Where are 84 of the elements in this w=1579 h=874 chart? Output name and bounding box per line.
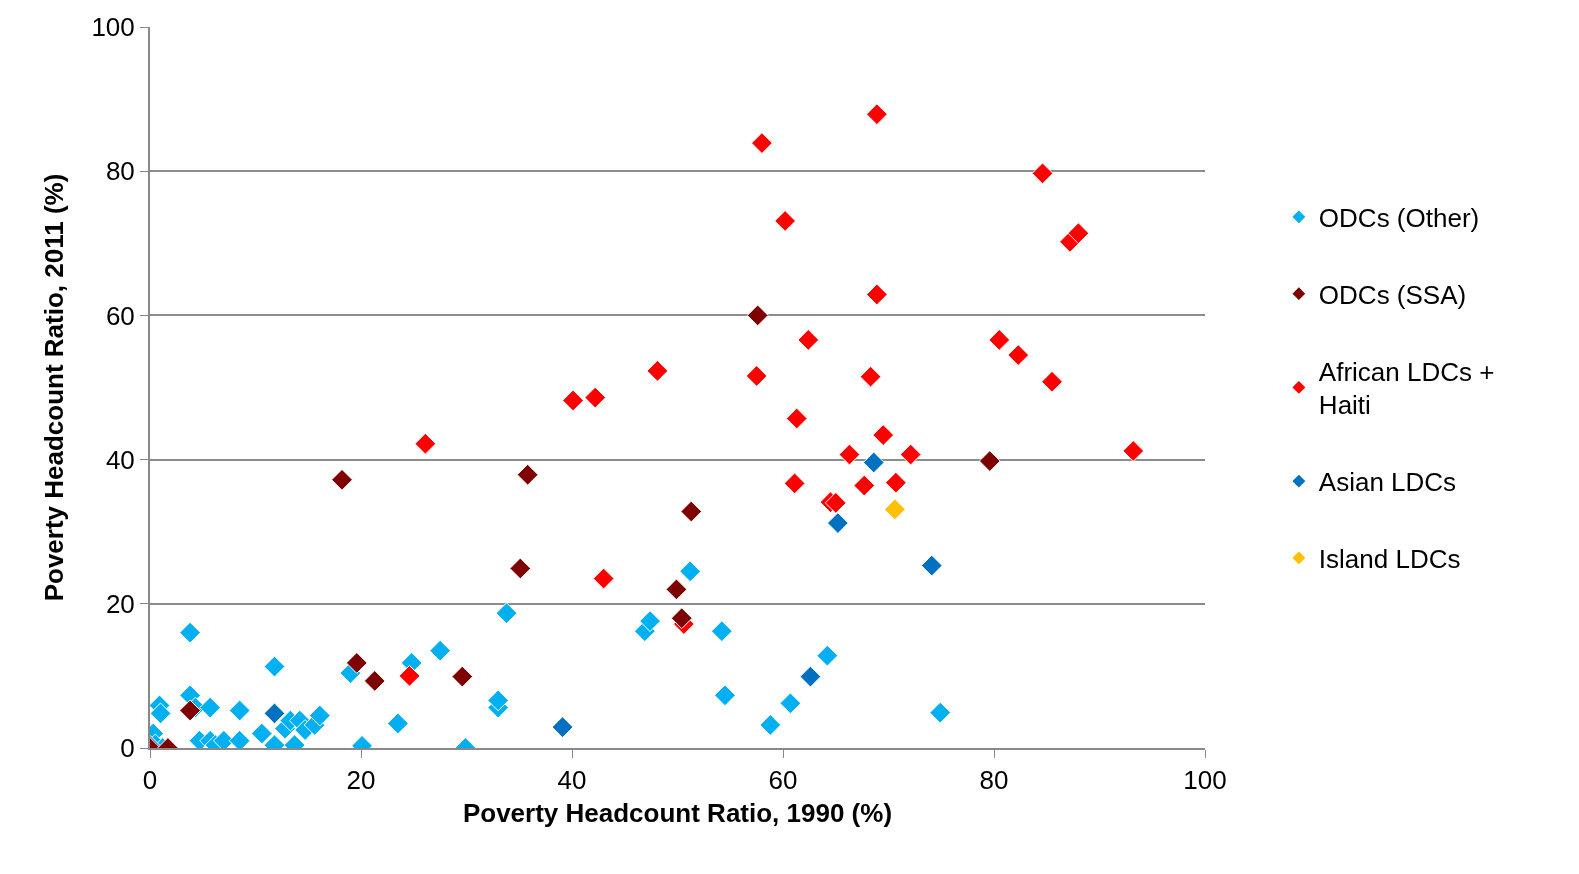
point xyxy=(1067,222,1090,245)
point xyxy=(639,610,661,632)
point xyxy=(487,689,510,712)
point xyxy=(759,714,782,736)
y-tick-label: 40 xyxy=(105,444,135,475)
point xyxy=(785,407,808,430)
point xyxy=(562,389,584,412)
x-tick-label: 0 xyxy=(142,765,158,796)
legend-label: ODCs (Other) xyxy=(1318,203,1480,234)
point xyxy=(679,560,702,583)
point xyxy=(150,702,172,725)
point xyxy=(646,360,669,382)
y-tick-label: 20 xyxy=(105,588,135,619)
point xyxy=(746,304,769,327)
y-tick-label: 0 xyxy=(120,733,135,764)
point xyxy=(228,699,251,722)
point xyxy=(929,701,952,724)
point xyxy=(670,607,693,630)
point xyxy=(872,424,895,446)
legend-label: African LDCs + Haiti xyxy=(1318,356,1495,421)
point xyxy=(1122,440,1145,462)
point xyxy=(199,696,222,719)
legend-label: ODCs (SSA) xyxy=(1318,279,1467,310)
point xyxy=(714,684,736,707)
point xyxy=(250,722,273,745)
y-tick-label: 100 xyxy=(91,12,135,43)
legend-label: Asian LDCs xyxy=(1318,467,1457,498)
point xyxy=(899,443,922,466)
point xyxy=(516,463,539,486)
y-tick-label: 60 xyxy=(105,300,135,331)
point xyxy=(665,578,688,601)
point xyxy=(551,716,574,738)
point xyxy=(826,512,849,534)
point xyxy=(1041,370,1063,393)
point xyxy=(584,386,607,409)
point xyxy=(1007,344,1030,366)
point xyxy=(883,498,906,521)
point xyxy=(988,329,1011,351)
point xyxy=(866,103,888,126)
point xyxy=(387,712,409,735)
x-axis-title: Poverty Headcount Ratio, 1990 (%) xyxy=(462,798,893,829)
y-axis-title: Poverty Headcount Ratio, 2011 (%) xyxy=(39,173,70,602)
point xyxy=(859,365,882,388)
point xyxy=(331,468,353,491)
point xyxy=(884,471,907,494)
point xyxy=(179,699,201,722)
point xyxy=(398,665,421,687)
y-tick-label: 80 xyxy=(105,156,135,187)
point xyxy=(838,443,861,466)
point xyxy=(179,621,201,644)
x-tick-label: 100 xyxy=(1183,765,1227,796)
point xyxy=(414,432,437,455)
point xyxy=(745,365,768,387)
point xyxy=(263,655,286,678)
point xyxy=(866,283,888,306)
point xyxy=(592,567,615,590)
point xyxy=(774,210,797,232)
x-tick-label: 20 xyxy=(346,765,376,796)
point xyxy=(799,665,822,688)
point xyxy=(920,554,943,577)
point xyxy=(345,652,368,674)
point xyxy=(751,132,773,154)
point xyxy=(797,329,820,351)
point xyxy=(451,665,474,688)
point xyxy=(853,474,876,497)
point xyxy=(783,472,806,495)
x-tick-label: 60 xyxy=(768,765,798,796)
point xyxy=(816,644,839,667)
point xyxy=(862,451,885,474)
x-tick-label: 40 xyxy=(557,765,587,796)
point xyxy=(779,692,802,715)
point xyxy=(495,602,518,625)
point xyxy=(363,670,386,692)
point xyxy=(509,557,532,580)
point xyxy=(308,704,331,727)
point xyxy=(263,702,286,725)
legend-label: Island LDCs xyxy=(1318,544,1461,575)
point xyxy=(429,639,452,662)
point xyxy=(1031,162,1054,185)
point xyxy=(824,491,847,514)
point xyxy=(710,620,733,643)
point xyxy=(680,500,703,523)
point xyxy=(978,450,1001,472)
x-tick-label: 80 xyxy=(979,765,1009,796)
